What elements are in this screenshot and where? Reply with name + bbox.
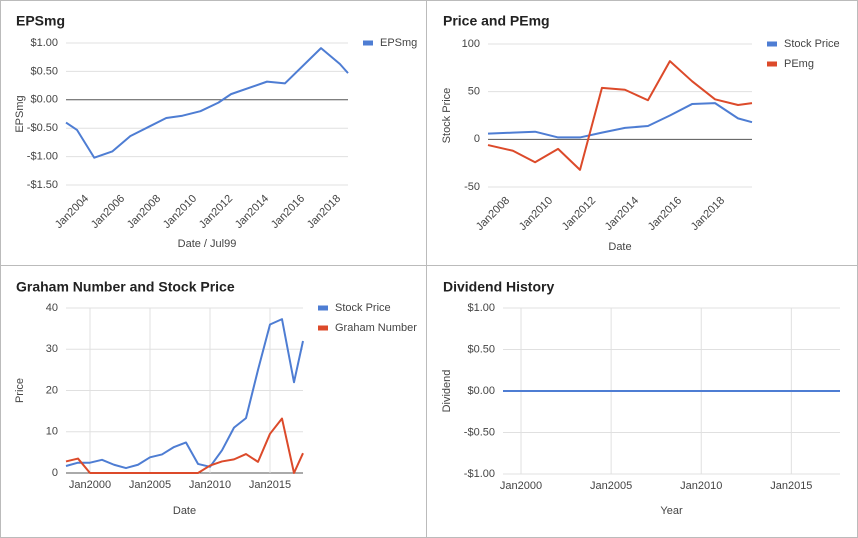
x-tick-label: Jan2012 (197, 193, 235, 231)
legend-label: PEmg (784, 58, 814, 70)
y-tick-label: 20 (46, 384, 58, 396)
y-tick-label: $0.00 (467, 385, 495, 397)
x-tick-label: Jan2014 (603, 195, 641, 233)
series-line (487, 102, 753, 139)
legend-swatch (767, 41, 777, 47)
x-axis-label: Year (660, 505, 683, 517)
x-tick-label: Jan2010 (517, 195, 555, 233)
x-tick-label: Jan2018 (305, 193, 343, 231)
x-tick-label: Jan2006 (89, 193, 127, 231)
legend-label: EPSmg (380, 37, 417, 49)
x-tick-label: Jan2018 (689, 195, 727, 233)
y-tick-label: 30 (46, 343, 58, 355)
y-axis-label: Stock Price (441, 88, 453, 144)
x-tick-label: Jan2012 (560, 195, 598, 233)
chart-title: Graham Number and Stock Price (16, 279, 235, 295)
y-tick-label: -50 (464, 181, 480, 193)
series-line (65, 47, 349, 159)
x-tick-label: Jan2004 (53, 193, 91, 231)
y-tick-label: 10 (46, 426, 58, 438)
x-axis-label: Date (608, 241, 631, 253)
series-line (65, 318, 304, 470)
chart-title: EPSmg (16, 13, 65, 29)
x-tick-label: Jan2014 (233, 193, 271, 231)
y-tick-label: -$1.50 (27, 179, 58, 191)
legend-label: Graham Number (335, 322, 417, 334)
y-axis-label: EPSmg (14, 95, 26, 132)
x-tick-label: Jan2016 (269, 193, 307, 231)
y-axis-label: Price (14, 378, 26, 403)
legend-label: Stock Price (335, 302, 391, 314)
x-tick-label: Jan2015 (249, 479, 291, 491)
y-tick-label: 100 (462, 38, 480, 50)
x-tick-label: Jan2016 (646, 195, 684, 233)
chart-title: Price and PEmg (443, 13, 550, 29)
x-tick-label: Jan2005 (590, 480, 632, 492)
x-axis-label: Date (173, 505, 196, 517)
y-tick-label: $0.00 (30, 94, 58, 106)
y-tick-label: -$1.00 (27, 151, 58, 163)
x-tick-label: Jan2000 (69, 479, 111, 491)
y-tick-label: 0 (474, 133, 480, 145)
y-tick-label: 40 (46, 302, 58, 314)
y-tick-label: $1.00 (467, 302, 495, 314)
x-axis-label: Date / Jul99 (178, 238, 237, 250)
x-tick-label: Jan2005 (129, 479, 171, 491)
x-tick-label: Jan2010 (680, 480, 722, 492)
y-tick-label: $0.50 (30, 65, 58, 77)
legend-swatch (363, 40, 373, 46)
y-tick-label: -$0.50 (464, 426, 495, 438)
x-tick-label: Jan2010 (161, 193, 199, 231)
legend-swatch (318, 305, 328, 311)
y-tick-label: 50 (468, 86, 480, 98)
legend-swatch (767, 61, 777, 67)
y-tick-label: $0.50 (467, 343, 495, 355)
y-tick-label: $1.00 (30, 37, 58, 49)
series-line (487, 60, 753, 171)
x-tick-label: Jan2008 (125, 193, 163, 231)
chart-title: Dividend History (443, 279, 554, 295)
legend-swatch (318, 325, 328, 331)
y-tick-label: 0 (52, 467, 58, 479)
x-tick-label: Jan2015 (770, 480, 812, 492)
y-tick-label: -$1.00 (464, 468, 495, 480)
x-tick-label: Jan2008 (474, 195, 512, 233)
legend-label: Stock Price (784, 38, 840, 50)
y-tick-label: -$0.50 (27, 122, 58, 134)
x-tick-label: Jan2000 (500, 480, 542, 492)
x-tick-label: Jan2010 (189, 479, 231, 491)
y-axis-label: Dividend (441, 370, 453, 413)
series-line (65, 417, 304, 474)
